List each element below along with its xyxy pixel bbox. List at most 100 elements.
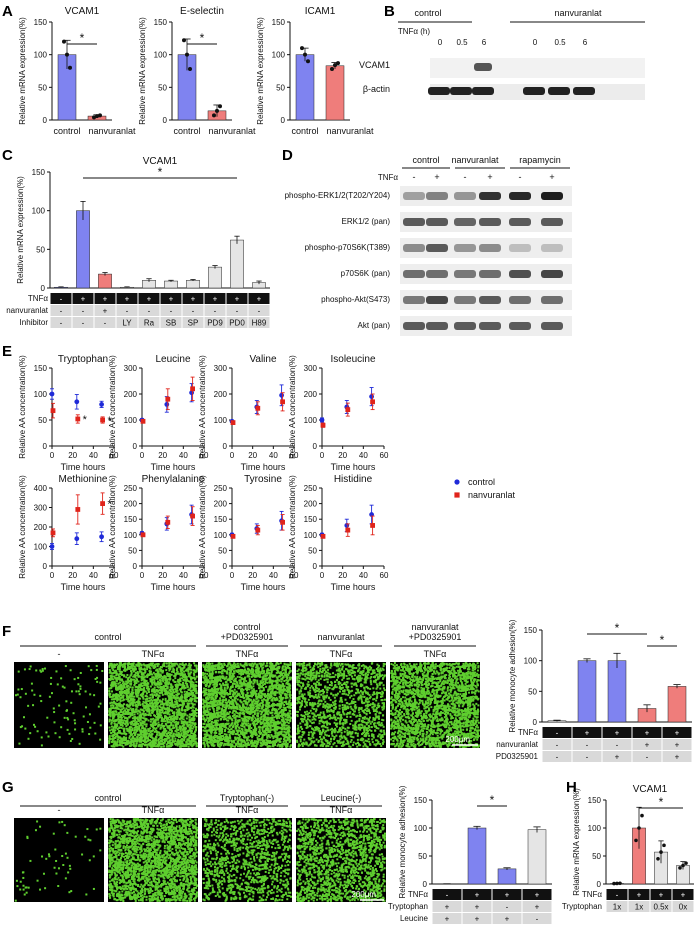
panel-f-cell-dot <box>287 737 290 740</box>
panel-f-cell-dot <box>65 709 68 712</box>
panel-f-cell-dot <box>168 716 171 719</box>
panel-d-band <box>541 322 563 330</box>
panel-f-cell-dot <box>271 697 274 700</box>
panel-f-cell-dot <box>180 716 183 719</box>
panel-f-cell-dot <box>155 689 158 692</box>
panel-f-cell-dot <box>114 735 117 738</box>
panel-f-cell-dot <box>160 670 163 673</box>
panel-f-cell-dot <box>167 718 170 721</box>
panel-f-cell-dot <box>241 724 244 727</box>
panel-f-cell-dot <box>159 727 162 730</box>
panel-f-cell-dot <box>169 717 172 720</box>
panel-f-cell-dot <box>186 699 189 702</box>
panel-f-cell-dot <box>182 730 185 733</box>
panel-f-cell-dot <box>241 690 244 693</box>
panel-f-cell-dot <box>95 668 98 671</box>
panel-f-cell-dot <box>177 721 180 724</box>
panel-f-cell-dot <box>112 671 115 674</box>
panel-f-cell-dot <box>242 680 245 683</box>
panel-f-cell-dot <box>266 681 269 684</box>
panel-f-cell-dot <box>120 691 123 694</box>
panel-f-cell-dot <box>154 722 157 725</box>
panel-c-y-tick-label: 100 <box>32 207 46 216</box>
panel-f-cell-dot <box>28 668 31 671</box>
panel-f-cell-dot <box>255 718 258 721</box>
panel-f-cell-dot <box>160 714 163 717</box>
panel-c-cell <box>116 317 138 328</box>
panel-f-cell-dot <box>137 687 140 690</box>
panel-f-cell-dot <box>186 723 189 726</box>
panel-f-cell-dot <box>266 662 269 665</box>
panel-f-cell-dot <box>274 742 277 745</box>
panel-f-cell-dot <box>181 704 184 707</box>
panel-f-cell-dot <box>189 706 192 709</box>
panel-f-cell-dot <box>205 733 208 736</box>
panel-f-cell-dot <box>221 695 224 698</box>
panel-f-cell-dot <box>239 668 242 671</box>
panel-c-cell-label: + <box>235 295 240 304</box>
panel-f-cell-dot <box>134 745 137 748</box>
panel-f-cell-dot <box>190 729 193 732</box>
panel-e8-x-tick-label: 60 <box>380 571 389 580</box>
panel-f-cell-dot <box>157 725 160 728</box>
panel-f-cell-dot <box>120 732 123 735</box>
panel-f-cell-dot <box>243 665 246 668</box>
panel-f-cell-dot <box>284 665 287 668</box>
panel-f-cell-dot <box>108 694 111 697</box>
panel-d-tnfa-sign: + <box>487 172 492 182</box>
panel-e8-title: Histidine <box>334 474 373 485</box>
panel-f-cell-dot <box>122 741 125 744</box>
panel-f-cell-dot <box>135 663 138 666</box>
panel-f-cell-dot <box>94 678 97 681</box>
panel-f-cell-dot <box>132 675 135 678</box>
panel-e4-x-tick-label: 0 <box>320 451 325 460</box>
panel-f-cell-dot <box>115 706 118 709</box>
panel-f-cell-dot <box>285 727 288 730</box>
panel-f-cell-dot <box>289 663 292 666</box>
panel-f-cell-dot <box>286 676 289 679</box>
panel-f-cell-dot <box>160 709 163 712</box>
panel-f-cell-dot <box>127 705 130 708</box>
panel-f-cell-dot <box>238 704 241 707</box>
panel-f-cell-dot <box>146 664 149 667</box>
panel-f-cell-dot <box>184 699 187 702</box>
panel-f-cell-dot <box>240 708 243 711</box>
panel-f-cell-dot <box>210 675 213 678</box>
panel-f-cell-dot <box>229 691 232 694</box>
panel-f-cell-dot <box>112 695 115 698</box>
panel-f-cell-dot <box>192 716 195 719</box>
panel-f-cell-dot <box>246 697 249 700</box>
panel-f-cell-dot <box>114 693 117 696</box>
panel-f-cell-dot <box>182 683 185 686</box>
panel-f-cell-dot <box>125 725 128 728</box>
panel-e2-x-tick-label: 40 <box>179 451 188 460</box>
panel-f-cell-dot <box>95 664 98 667</box>
panel-f-cell-dot <box>204 739 207 742</box>
panel-f-cell-dot <box>184 686 187 689</box>
panel-f-cell-dot <box>166 685 169 688</box>
panel-f-cell-dot <box>148 669 151 672</box>
panel-f-cell-dot <box>208 738 211 741</box>
panel-f-cell-dot <box>242 708 245 711</box>
panel-f-cell-dot <box>112 735 115 738</box>
panel-f-cell-dot <box>192 703 195 706</box>
panel-f-cell-dot <box>119 713 122 716</box>
panel-f-cell-dot <box>146 692 149 695</box>
panel-f-cell-dot <box>50 692 53 695</box>
panel-b-band <box>523 87 545 95</box>
panel-f-cell-dot <box>155 694 158 697</box>
panel-e8-x-tick-label: 40 <box>359 571 368 580</box>
panel-f-cell-dot <box>54 732 57 735</box>
panel-f-cell-dot <box>167 700 170 703</box>
panel-f-cell-dot <box>154 728 157 731</box>
panel-f-cell-dot <box>171 665 174 668</box>
panel-f-cell-dot <box>210 720 213 723</box>
panel-f-cell-dot <box>223 688 226 691</box>
panel-f-header: +PD0325901 <box>221 632 274 642</box>
panel-f-cell-dot <box>115 672 118 675</box>
panel-c-cell <box>72 305 94 316</box>
panel-f-cell-dot <box>180 732 183 735</box>
panel-f-cell-dot <box>119 741 122 744</box>
panel-f-cell-dot <box>139 745 142 748</box>
panel-f-cell-dot <box>156 675 159 678</box>
